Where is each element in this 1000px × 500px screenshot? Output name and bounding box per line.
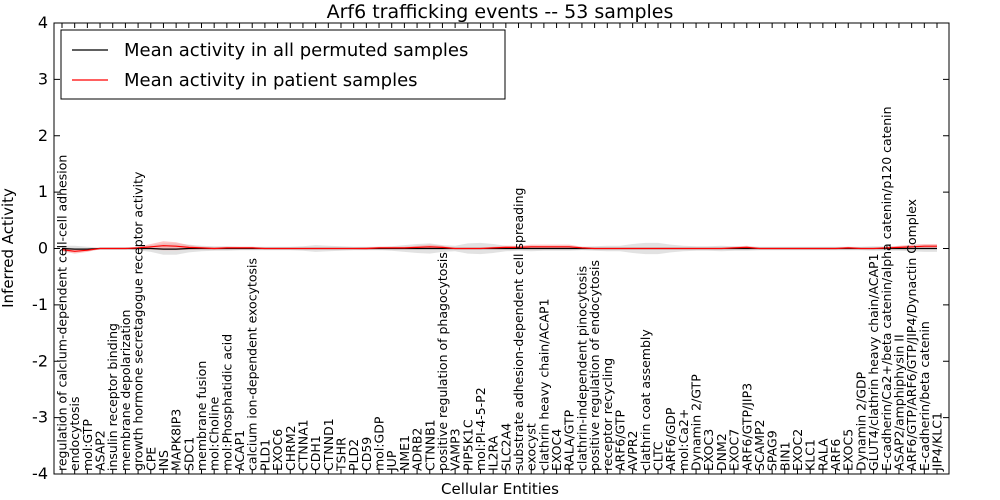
category-label: SLC2A4: [498, 423, 513, 471]
category-label: SCAMP2: [752, 420, 767, 472]
category-label: growth hormone secretagogue receptor act…: [131, 171, 146, 471]
category-label: calcium ion-dependent exocytosis: [245, 258, 260, 471]
category-label: SPAG9: [765, 430, 780, 471]
category-label: CTNNA1: [295, 419, 310, 471]
category-label: CTNNB1: [422, 419, 437, 471]
category-label: mol:Phosphatidic acid: [219, 334, 234, 471]
y-tick-label: -3: [32, 408, 48, 427]
category-label: CHRM2: [283, 425, 298, 471]
category-label: clathrin-independent pinocytosis: [574, 266, 589, 471]
category-label: KLC1: [803, 439, 818, 471]
category-label: RALA/GTP: [562, 409, 577, 471]
category-label: positive regulation of endocytosis: [587, 260, 602, 471]
y-tick-label: -2: [32, 351, 48, 370]
category-label: ARF6/GTP/ARF6/GTP/JIP4/Dynactin Complex: [904, 199, 919, 471]
category-labels: regulation of calcium-dependent cell-cel…: [55, 106, 945, 472]
category-label: GLUT4/clathrin heavy chain/ACAP1: [866, 253, 881, 471]
category-label: EXOC2: [790, 429, 805, 471]
category-label: JUP: [384, 450, 399, 472]
category-label: mol:GTP: [80, 419, 95, 471]
chart-title: Arf6 trafficking events -- 53 samples: [327, 1, 674, 23]
legend: Mean activity in all permuted samples Me…: [60, 29, 506, 100]
category-label: MAPK8IP3: [169, 409, 184, 471]
category-label: insulin receptor binding: [105, 323, 120, 471]
category-label: CD59: [359, 437, 374, 471]
y-tick-label: 0: [38, 239, 48, 258]
category-label: ASAP2: [93, 430, 108, 471]
category-label: Dynamin 2/GTP: [689, 374, 704, 471]
category-label: EXOC4: [549, 429, 564, 471]
series-lines: [61, 245, 937, 252]
category-label: CDH1: [308, 435, 323, 471]
category-label: endocytosis: [67, 396, 82, 471]
category-label: VAMP3: [448, 428, 463, 471]
legend-box: [60, 29, 506, 100]
category-label: PIP5K1C: [460, 419, 475, 471]
plot-area-frame: [53, 22, 950, 475]
category-label: SDC1: [181, 437, 196, 471]
category-label: receptor recycling: [600, 358, 615, 471]
category-label: ARF6/GTP: [613, 410, 628, 471]
category-label: IL2RA: [486, 435, 501, 471]
category-label: clathrin heavy chain/ACAP1: [536, 298, 551, 471]
category-label: mol:PI-4-5-P2: [473, 387, 488, 471]
category-label: mol:Ca2+: [676, 409, 691, 471]
category-label: E-cadherin/beta catenin: [917, 321, 932, 471]
category-label: mol:GDP: [372, 416, 387, 471]
category-label: AVPR2: [625, 431, 640, 471]
category-label: NME1: [397, 435, 412, 471]
category-label: EXOC3: [701, 429, 716, 471]
legend-label-patient: Mean activity in patient samples: [124, 70, 418, 91]
category-label: positive regulation of phagocytosis: [435, 252, 450, 471]
y-tick-label: -4: [32, 464, 48, 483]
category-label: EXOC5: [841, 429, 856, 471]
series-line-patient: [61, 245, 937, 252]
category-label: BIN1: [777, 441, 792, 471]
category-label: DNM2: [714, 433, 729, 471]
category-label: substrate adhesion-dependent cell spread…: [511, 188, 526, 471]
y-tick-label: 3: [38, 69, 48, 88]
category-label: ADRB2: [410, 428, 425, 471]
category-label: ARF6: [828, 439, 843, 471]
category-label: TSHR: [334, 437, 349, 472]
y-tick-label: 4: [38, 13, 48, 32]
category-label: CLTC: [651, 441, 666, 471]
category-label: PLD1: [257, 439, 272, 471]
category-label: PLD2: [346, 439, 361, 471]
axis-ticks: -4 -3 -2 -1 0 1 2 3 4: [32, 13, 949, 483]
category-label: ASAP2/amphiphysin II: [892, 334, 907, 471]
category-label: CTNND1: [321, 418, 336, 471]
category-label: ARF6/GTP/JIP3: [739, 383, 754, 471]
category-label: mol:Choline: [207, 396, 222, 471]
category-label: clathrin coat assembly: [638, 329, 653, 471]
legend-label-permuted: Mean activity in all permuted samples: [124, 40, 468, 61]
category-label: E-cadherin/Ca2+/beta catenin/alpha caten…: [879, 106, 894, 471]
y-tick-label: 2: [38, 126, 48, 145]
category-label: JIP4/KLC1: [930, 412, 945, 472]
category-label: Dynamin 2/GDP: [853, 371, 868, 471]
category-label: ACAP1: [232, 430, 247, 471]
category-label: INS: [156, 450, 171, 471]
category-label: exocyst: [524, 423, 539, 471]
y-axis-label: Inferred Activity: [0, 188, 17, 308]
category-label: regulation of calcium-dependent cell-cel…: [55, 155, 70, 471]
category-label: RALA: [815, 438, 830, 471]
category-label: membrane fusion: [194, 361, 209, 471]
category-label: membrane depolarization: [118, 310, 133, 471]
category-label: CPE: [143, 447, 158, 471]
x-axis-label: Cellular Entities: [441, 480, 559, 498]
y-tick-label: 1: [38, 182, 48, 201]
category-label: EXOC7: [727, 429, 742, 471]
category-label: ARF6/GDP: [663, 407, 678, 471]
y-tick-label: -1: [32, 295, 48, 314]
category-label: EXOC6: [270, 429, 285, 471]
